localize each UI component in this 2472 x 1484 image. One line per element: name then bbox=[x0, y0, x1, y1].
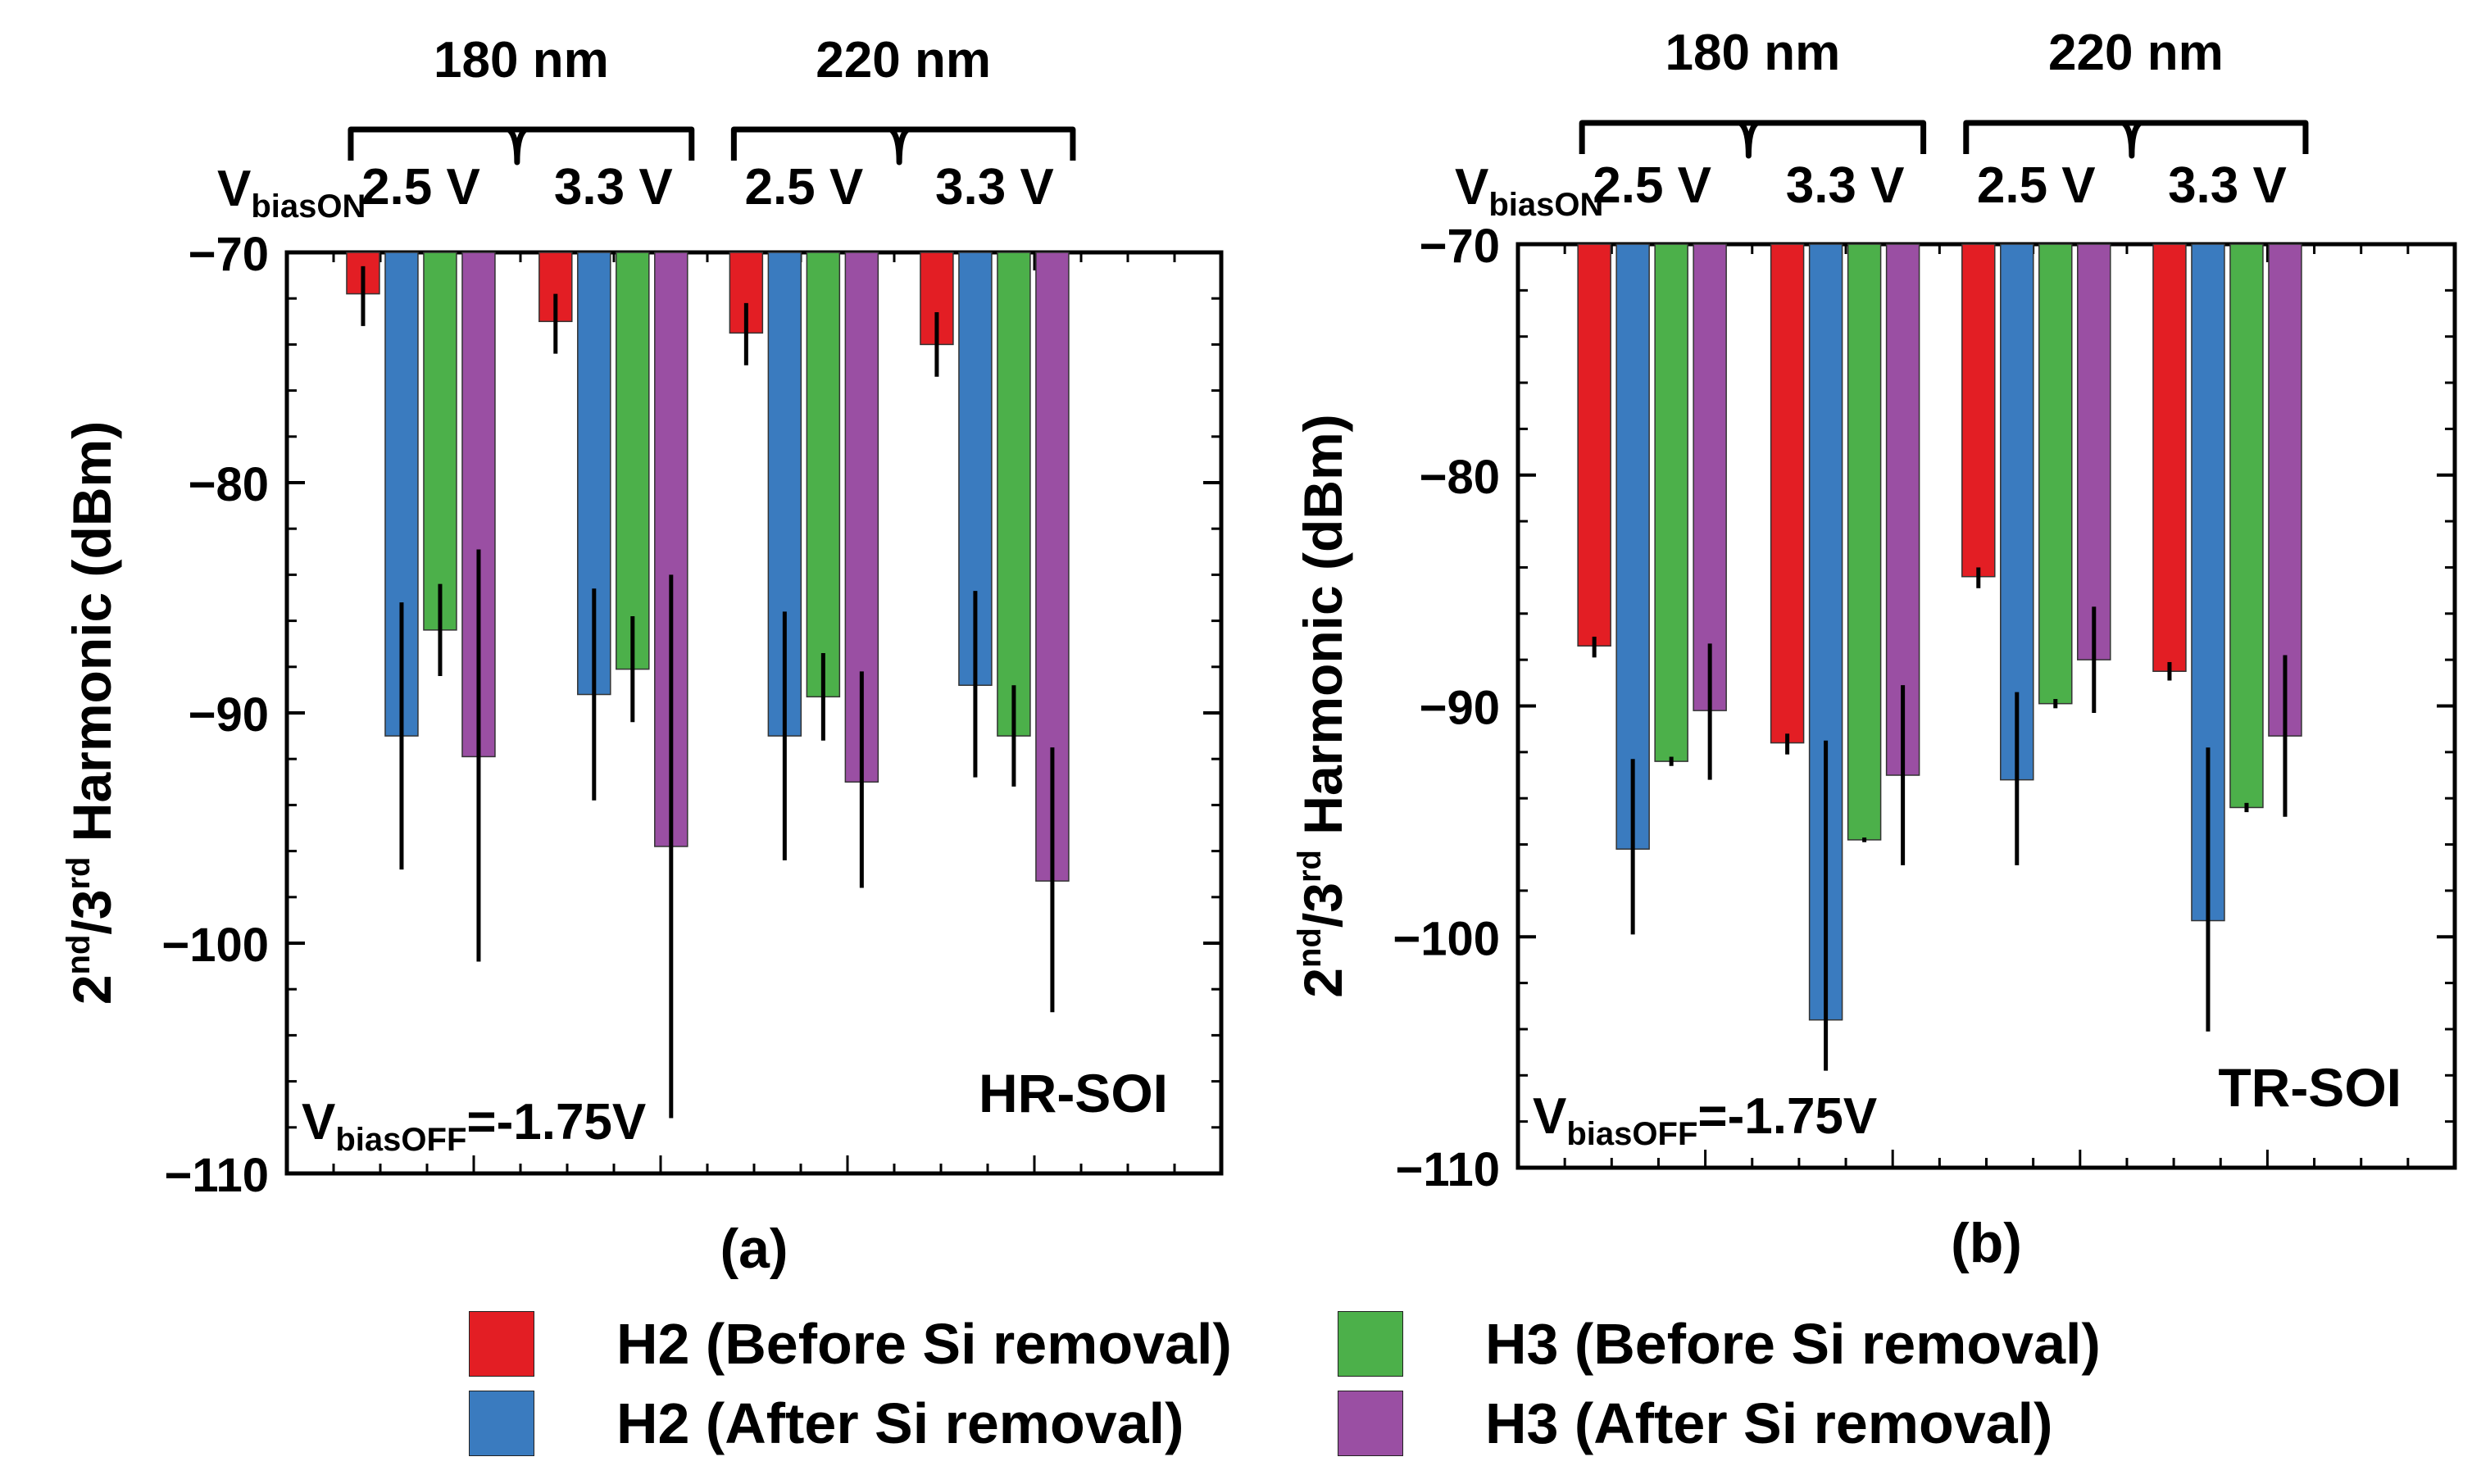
chart-panel-b: −70 −80 −90 −100 −110 2nd/3rd Harmonic (dBm) V… bbox=[1292, 25, 2457, 1274]
chart-panel-a: −70 −80 −90 −100 −110 2nd/3rd Harmonic (dBm) V… bbox=[61, 32, 1224, 1280]
y-axis-label-sup: rd bbox=[61, 857, 97, 890]
bar-h3-after bbox=[1693, 243, 1727, 711]
node-label: 180 nm bbox=[434, 32, 609, 88]
bar-h2-after bbox=[2000, 243, 2034, 781]
voltage-label: 3.3 V bbox=[935, 159, 1054, 216]
panel-label: (a) bbox=[720, 1218, 788, 1280]
node-bracket bbox=[1579, 120, 1927, 159]
bar-h3-before bbox=[997, 252, 1031, 737]
y-tick-label: −100 bbox=[161, 919, 269, 972]
bar-h2-before bbox=[1961, 243, 1996, 578]
voltage-label: 2.5 V bbox=[744, 159, 863, 216]
y-axis-label: 2nd/3rd Harmonic (dBm) bbox=[1292, 414, 1353, 997]
bias-on-label: VbiasON bbox=[1455, 159, 1603, 223]
bar-h3-before bbox=[1847, 243, 1882, 841]
bar-h2-before bbox=[1770, 243, 1805, 744]
voltage-label: 2.5 V bbox=[1593, 157, 1711, 214]
y-tick-label: −80 bbox=[189, 458, 269, 511]
node-label: 220 nm bbox=[2048, 25, 2224, 81]
y-axis-label-part: 2 bbox=[1293, 968, 1353, 998]
y-axis-label-part: /3 bbox=[1293, 883, 1353, 928]
bias-off-annotation: VbiasOFF=-1.75V bbox=[302, 1094, 646, 1158]
y-axis-label: 2nd/3rd Harmonic (dBm) bbox=[61, 421, 122, 1005]
bias-off-rest: =-1.75V bbox=[1697, 1088, 1877, 1145]
bias-off-annotation: VbiasOFF=-1.75V bbox=[1533, 1088, 1877, 1152]
node-bracket bbox=[730, 126, 1076, 166]
y-axis-label-part: /3 bbox=[61, 890, 122, 935]
node-bracket bbox=[348, 126, 695, 166]
panel-label: (b) bbox=[1951, 1212, 2022, 1274]
node-bracket bbox=[1963, 120, 2309, 159]
voltage-label: 3.3 V bbox=[1786, 157, 1905, 214]
node-label: 180 nm bbox=[1665, 25, 1841, 81]
bar-h2-after bbox=[2191, 243, 2225, 922]
bar-h3-before bbox=[616, 252, 650, 670]
bar-h2-before bbox=[2152, 243, 2187, 672]
bar-h3-after bbox=[2077, 243, 2111, 660]
bias-off-rest: =-1.75V bbox=[466, 1094, 646, 1150]
bias-on-label: VbiasON bbox=[217, 161, 366, 225]
bias-off-main: V bbox=[1533, 1088, 1566, 1145]
y-tick-label: −90 bbox=[189, 688, 269, 742]
y-axis-label-sup: nd bbox=[1292, 928, 1328, 968]
bar-h3-before bbox=[2229, 243, 2264, 809]
bar-h2-before bbox=[1577, 243, 1611, 647]
bar-h3-before bbox=[423, 252, 457, 631]
y-tick-label: −100 bbox=[1393, 912, 1500, 965]
y-tick-label: −70 bbox=[1420, 220, 1500, 273]
substrate-label: TR-SOI bbox=[2218, 1057, 2402, 1118]
voltage-label: 3.3 V bbox=[554, 159, 673, 216]
bar-h3-before bbox=[806, 252, 841, 698]
y-tick-label: −90 bbox=[1420, 682, 1500, 735]
bias-on-label-main: V bbox=[1455, 159, 1488, 216]
y-axis-label-sup: nd bbox=[61, 935, 97, 975]
bias-off-sub: biasOFF bbox=[1566, 1116, 1697, 1152]
y-tick-label: −110 bbox=[165, 1149, 269, 1202]
bar-h3-before bbox=[2038, 243, 2073, 705]
voltage-label: 3.3 V bbox=[2168, 157, 2287, 214]
bias-off-main: V bbox=[302, 1094, 335, 1150]
y-axis-label-part: 2 bbox=[61, 974, 122, 1005]
voltage-label: 2.5 V bbox=[361, 159, 480, 216]
bias-on-label-sub: biasON bbox=[1488, 187, 1603, 223]
y-tick-label: −80 bbox=[1420, 451, 1500, 504]
voltage-label: 2.5 V bbox=[1977, 157, 2096, 214]
node-label: 220 nm bbox=[816, 32, 991, 88]
y-axis-label-part: Harmonic (dBm) bbox=[1293, 414, 1353, 850]
y-tick-label: −70 bbox=[189, 228, 269, 281]
bar-h2-after bbox=[1615, 243, 1650, 850]
bias-on-label-main: V bbox=[217, 161, 251, 217]
y-axis-label-part: Harmonic (dBm) bbox=[61, 421, 122, 857]
bias-off-sub: biasOFF bbox=[335, 1122, 466, 1158]
bar-h3-before bbox=[1654, 243, 1688, 762]
y-axis-label-sup: rd bbox=[1292, 850, 1328, 883]
y-tick-label: −110 bbox=[1396, 1143, 1500, 1196]
bias-on-label-sub: biasON bbox=[251, 188, 366, 225]
substrate-label: HR-SOI bbox=[979, 1063, 1168, 1123]
